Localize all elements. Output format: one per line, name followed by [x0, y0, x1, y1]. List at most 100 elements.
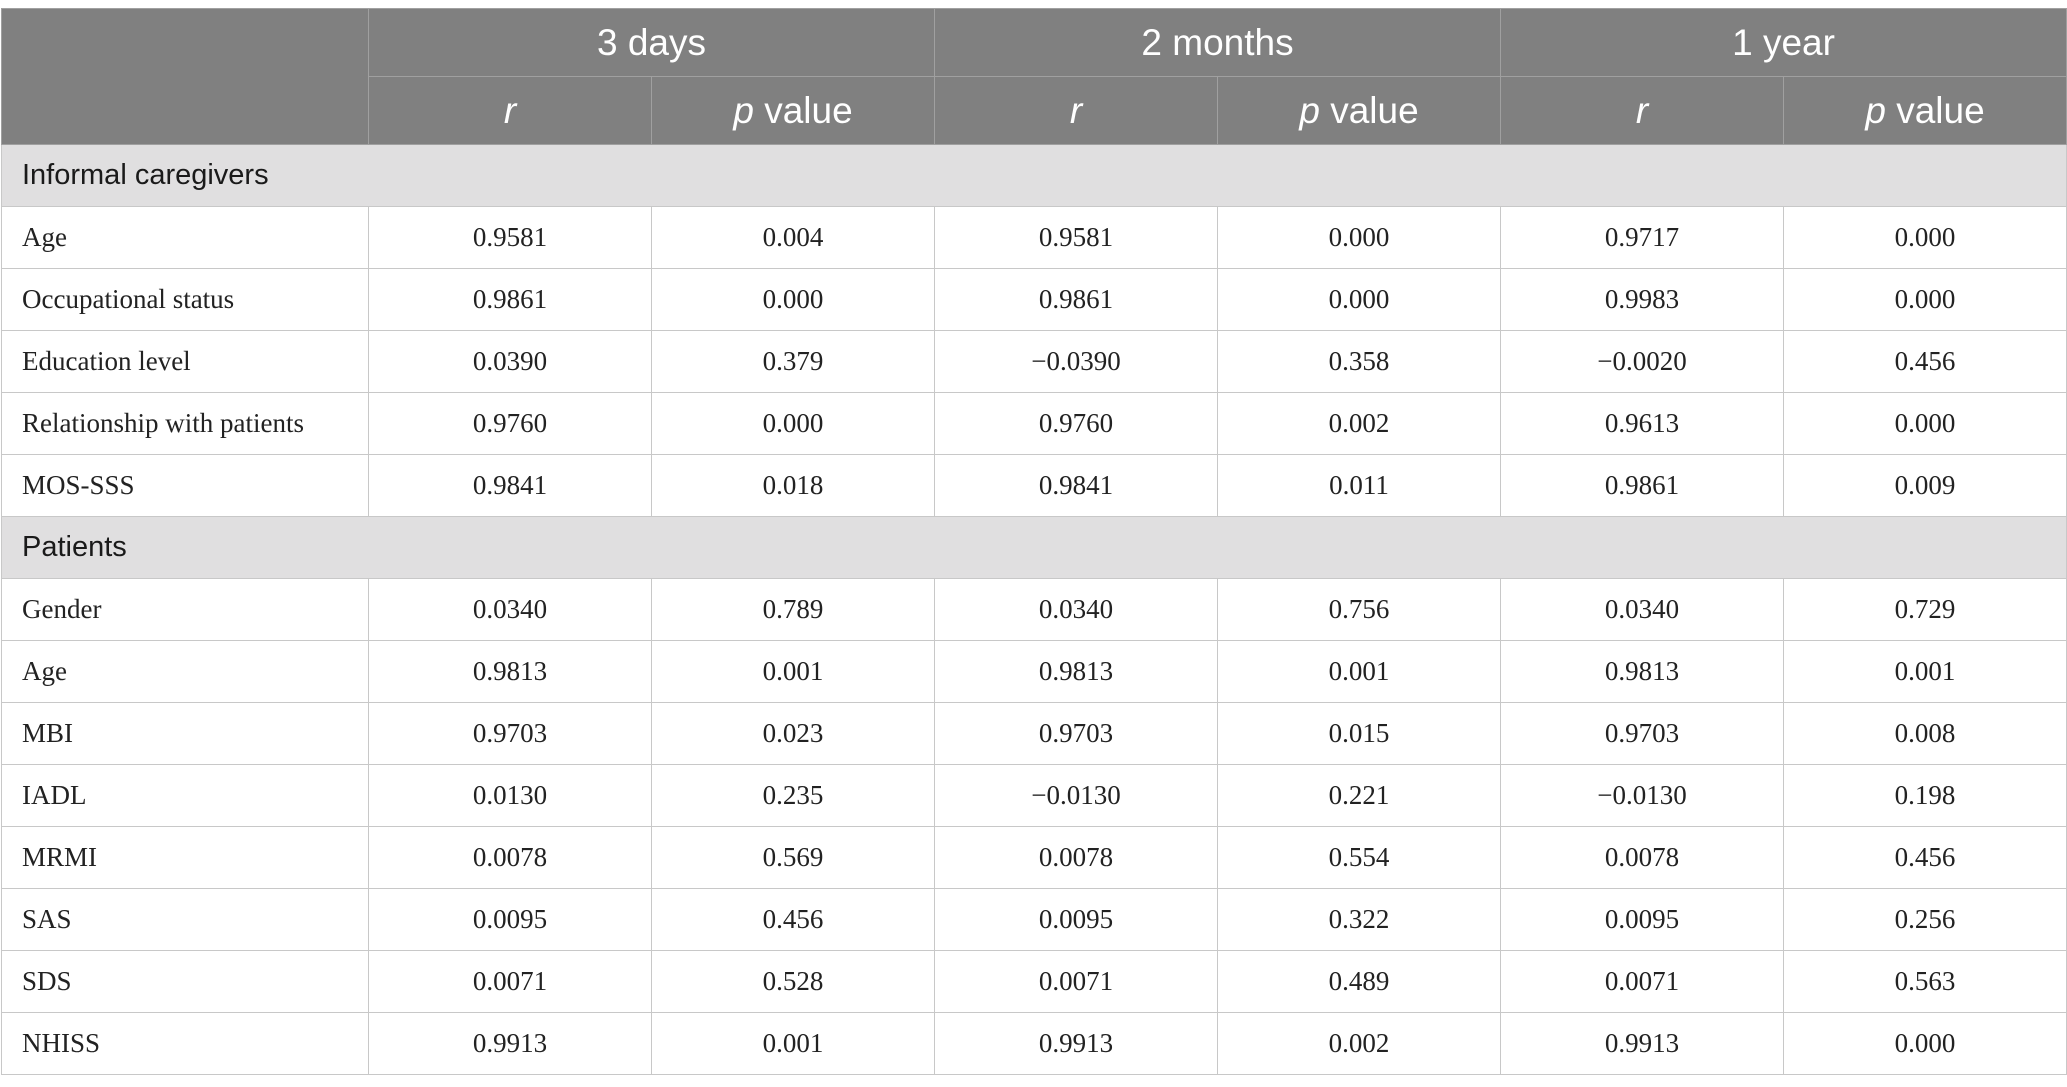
row-label: Occupational status — [1, 268, 369, 331]
header-p-suffix: value — [1319, 89, 1419, 131]
r-value-cell: 0.9703 — [934, 702, 1219, 765]
p-value-cell: 0.023 — [650, 702, 936, 765]
r-value-cell: 0.9717 — [1500, 206, 1785, 269]
r-value-cell: 0.0095 — [368, 888, 652, 951]
r-value-cell: 0.0340 — [1500, 578, 1785, 641]
header-row-stats: r p value r p value r p value — [2, 76, 2067, 145]
r-value-cell: 0.0078 — [1500, 826, 1785, 889]
header-r-label: r — [1635, 89, 1649, 131]
p-value-cell: 0.001 — [1783, 640, 2067, 703]
header-row-periods: 3 days 2 months 1 year — [1, 8, 2067, 145]
row-label: MBI — [1, 702, 369, 765]
p-value-cell: 0.456 — [1783, 826, 2067, 889]
row-label: Age — [1, 640, 369, 703]
p-value-cell: 0.000 — [1783, 392, 2067, 455]
p-value-cell: 0.358 — [1217, 330, 1502, 393]
header-corner-cell — [1, 8, 369, 145]
r-value-cell: 0.0130 — [368, 764, 652, 827]
table-row: IADL 0.0130 0.235 −0.0130 0.221 −0.0130 0.198 — [1, 764, 2067, 827]
section-row: Patients — [0, 516, 2067, 579]
r-value-cell: 0.0095 — [934, 888, 1219, 951]
r-value-cell: 0.9760 — [934, 392, 1219, 455]
r-value-cell: 0.9581 — [934, 206, 1219, 269]
table-row: MBI 0.9703 0.023 0.9703 0.015 0.9703 0.008 — [1, 702, 2067, 765]
r-value-cell: 0.9813 — [934, 640, 1219, 703]
p-value-cell: 0.221 — [1217, 764, 1502, 827]
p-value-cell: 0.000 — [650, 392, 936, 455]
r-value-cell: 0.0095 — [1500, 888, 1785, 951]
p-value-cell: 0.789 — [650, 578, 936, 641]
r-value-cell: −0.0390 — [934, 330, 1219, 393]
p-value-cell: 0.001 — [650, 1012, 936, 1075]
header-p-cell: p value — [1783, 76, 2067, 145]
row-label: SAS — [1, 888, 369, 951]
r-value-cell: 0.9703 — [368, 702, 652, 765]
r-value-cell: −0.0130 — [934, 764, 1219, 827]
p-value-cell: 0.000 — [650, 268, 936, 331]
r-value-cell: 0.9913 — [1500, 1012, 1785, 1075]
r-value-cell: 0.9913 — [934, 1012, 1219, 1075]
r-value-cell: 0.9760 — [368, 392, 652, 455]
row-label: Education level — [1, 330, 369, 393]
table-row: SDS 0.0071 0.528 0.0071 0.489 0.0071 0.563 — [1, 950, 2067, 1013]
p-value-cell: 0.528 — [650, 950, 936, 1013]
header-r-label: r — [1069, 89, 1083, 131]
p-value-cell: 0.015 — [1217, 702, 1502, 765]
r-value-cell: 0.9983 — [1500, 268, 1785, 331]
table-row: Gender 0.0340 0.789 0.0340 0.756 0.0340 0.729 — [1, 578, 2067, 641]
p-value-cell: 0.000 — [1217, 268, 1502, 331]
r-value-cell: 0.9581 — [368, 206, 652, 269]
header-p-cell: p value — [1217, 76, 1502, 145]
p-value-cell: 0.001 — [1217, 640, 1502, 703]
p-value-cell: 0.008 — [1783, 702, 2067, 765]
p-value-cell: 0.198 — [1783, 764, 2067, 827]
header-r-cell: r — [934, 76, 1219, 145]
r-value-cell: 0.0071 — [1500, 950, 1785, 1013]
p-value-cell: 0.004 — [650, 206, 936, 269]
table-row: Relationship with patients 0.9760 0.000 0.9… — [1, 392, 2067, 455]
p-value-cell: 0.002 — [1217, 392, 1502, 455]
p-value-cell: 0.756 — [1217, 578, 1502, 641]
header-p-suffix: value — [1885, 89, 1985, 131]
header-r-cell: r — [1500, 76, 1785, 145]
r-value-cell: 0.0390 — [368, 330, 652, 393]
p-value-cell: 0.001 — [650, 640, 936, 703]
header-p-cell: p value — [650, 76, 936, 145]
correlation-table: 3 days 2 months 1 year r p value r p val… — [0, 8, 2067, 1075]
r-value-cell: 0.0071 — [368, 950, 652, 1013]
p-value-cell: 0.011 — [1217, 454, 1502, 517]
r-value-cell: 0.0340 — [934, 578, 1219, 641]
r-value-cell: 0.9613 — [1500, 392, 1785, 455]
p-value-cell: 0.322 — [1217, 888, 1502, 951]
table-row: Education level 0.0390 0.379 −0.0390 0.358 −0… — [1, 330, 2067, 393]
header-r-label: r — [503, 89, 517, 131]
r-value-cell: 0.0078 — [934, 826, 1219, 889]
table-row: Age 0.9813 0.001 0.9813 0.001 0.9813 0.001 — [1, 640, 2067, 703]
p-value-cell: 0.000 — [1783, 206, 2067, 269]
row-label: Age — [1, 206, 369, 269]
r-value-cell: 0.9913 — [368, 1012, 652, 1075]
p-value-cell: 0.000 — [1217, 206, 1502, 269]
header-p-suffix: value — [753, 89, 853, 131]
header-p-italic: p — [1865, 89, 1886, 131]
table-row: SAS 0.0095 0.456 0.0095 0.322 0.0095 0.256 — [1, 888, 2067, 951]
header-r-cell: r — [368, 76, 652, 145]
r-value-cell: 0.9841 — [934, 454, 1219, 517]
r-value-cell: 0.9861 — [368, 268, 652, 331]
row-label: Relationship with patients — [1, 392, 369, 455]
table-row: Age 0.9581 0.004 0.9581 0.000 0.9717 0.000 — [1, 206, 2067, 269]
p-value-cell: 0.018 — [650, 454, 936, 517]
p-value-cell: 0.456 — [1783, 330, 2067, 393]
p-value-cell: 0.729 — [1783, 578, 2067, 641]
table-row: NHISS 0.9913 0.001 0.9913 0.002 0.9913 0.000 — [1, 1012, 2067, 1075]
r-value-cell: 0.0071 — [934, 950, 1219, 1013]
p-value-cell: 0.456 — [650, 888, 936, 951]
row-label: NHISS — [1, 1012, 369, 1075]
table-row: Occupational status 0.9861 0.000 0.9861 0.00… — [1, 268, 2067, 331]
table-body: Informal caregivers Age 0.9581 0.004 0.9581 0… — [0, 144, 2067, 1075]
row-label: Gender — [1, 578, 369, 641]
header-period-3-days: 3 days — [367, 8, 936, 77]
table-row: MRMI 0.0078 0.569 0.0078 0.554 0.0078 0.456 — [1, 826, 2067, 889]
r-value-cell: 0.0340 — [368, 578, 652, 641]
p-value-cell: 0.235 — [650, 764, 936, 827]
